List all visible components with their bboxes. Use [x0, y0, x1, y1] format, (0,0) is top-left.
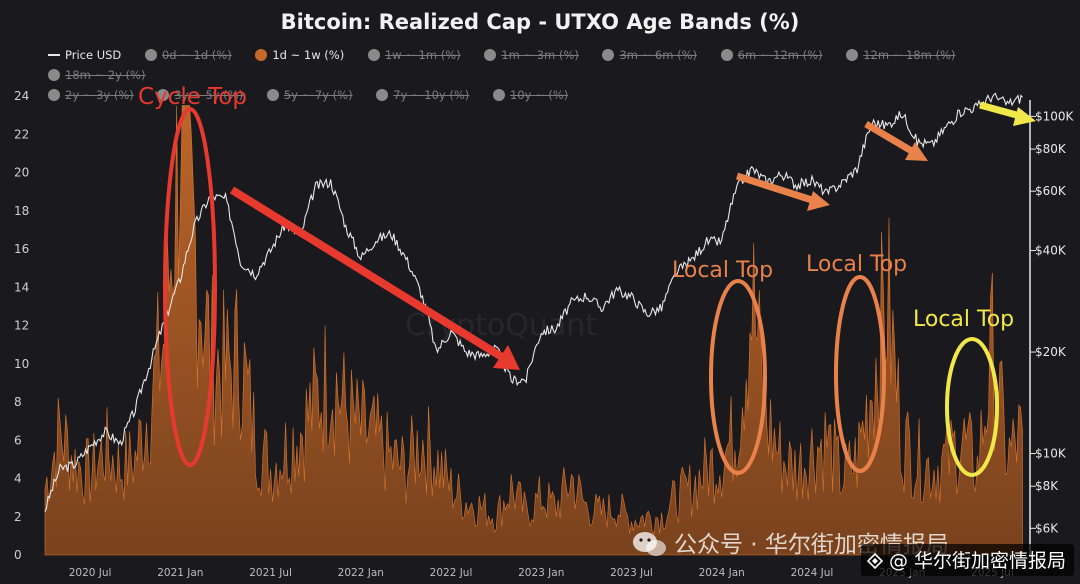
chart-legend: Price USD 0d ~ 1d (%) 1d ~ 1w (%) 1w ~ 1…	[48, 45, 1048, 105]
legend-item-2y-3y[interactable]: 2y ~ 3y (%)	[48, 85, 134, 105]
chart-title: Bitcoin: Realized Cap - UTXO Age Bands (…	[280, 10, 800, 34]
y-tick-label: 14	[14, 280, 29, 294]
dot-swatch-icon	[602, 49, 615, 61]
x-tick-label: 2021 Jan	[157, 567, 203, 579]
x-tick-label: 2023 Jul	[610, 567, 653, 579]
y-tick-label: 10	[14, 357, 29, 371]
local-arrowhead-2	[905, 142, 928, 161]
annotation-local-top-3: Local Top	[913, 307, 1014, 332]
legend-item-1d-1w[interactable]: 1d ~ 1w (%)	[255, 45, 344, 65]
legend-item-12m-18m[interactable]: 12m ~ 18m (%)	[846, 45, 955, 65]
y-tick-label: 8	[14, 395, 22, 409]
x-tick-label: 2020 Jul	[69, 567, 112, 579]
legend-item-6m-12m[interactable]: 6m ~ 12m (%)	[720, 45, 823, 65]
downtrend-arrowhead	[493, 345, 520, 370]
legend-item-1w-1m[interactable]: 1w ~ 1m (%)	[367, 45, 461, 65]
y-tick-label: 24	[14, 89, 29, 103]
local-top-ellipse-1	[709, 279, 767, 475]
legend-label: 18m ~ 2y (%)	[65, 68, 146, 82]
y-tick-label: 18	[14, 204, 29, 218]
right-tick-label: $60K	[1035, 184, 1067, 198]
legend-item-0d-1d[interactable]: 0d ~ 1d (%)	[144, 45, 232, 65]
y-tick-label: 12	[14, 319, 29, 333]
legend-item-1m-3m[interactable]: 1m ~ 3m (%)	[484, 45, 579, 65]
right-tick-label: $8K	[1035, 479, 1059, 493]
x-tick-label: 2024 Jan	[699, 567, 745, 579]
dot-swatch-icon	[376, 89, 389, 101]
dot-swatch-icon	[266, 89, 279, 101]
y-tick-label: 20	[14, 166, 29, 180]
badge-text: @ 华尔街加密情报局	[888, 550, 1066, 572]
legend-item-18m-2y[interactable]: 18m ~ 2y (%)	[48, 65, 145, 85]
annotation-local-top-1: Local Top	[672, 258, 773, 283]
right-tick-label: $10K	[1035, 447, 1067, 461]
legend-label: 0d ~ 1d (%)	[161, 48, 232, 62]
dot-swatch-icon	[48, 69, 60, 81]
y-tick-label: 6	[14, 433, 22, 447]
trend-arrowhead-yellow	[1013, 107, 1036, 126]
legend-label: 12m ~ 18m (%)	[863, 48, 956, 62]
legend-label: 1w ~ 1m (%)	[384, 48, 461, 62]
dot-swatch-icon	[720, 49, 733, 61]
dot-swatch-icon	[367, 49, 380, 61]
right-tick-label: $80K	[1035, 142, 1067, 156]
x-tick-label: 2022 Jul	[430, 567, 473, 579]
y-tick-label: 22	[14, 127, 29, 141]
dot-swatch-icon	[492, 89, 505, 101]
legend-label: 1d ~ 1w (%)	[272, 48, 345, 62]
cycle-top-ellipse	[163, 107, 217, 467]
legend-item-7y-10y[interactable]: 7y ~ 10y (%)	[376, 85, 469, 105]
trend-arrow-yellow	[979, 101, 1021, 120]
x-tick-label: 2024 Jul	[791, 567, 834, 579]
downtrend-arrow	[229, 186, 513, 366]
series-area-1d-1w	[44, 105, 1023, 556]
dot-swatch-icon	[255, 49, 268, 61]
dot-swatch-icon	[157, 89, 170, 101]
local-arrowhead-1	[807, 191, 830, 211]
legend-label: Price USD	[65, 48, 122, 62]
legend-item-5y-7y[interactable]: 5y ~ 7y (%)	[266, 85, 353, 105]
dot-swatch-icon	[48, 89, 60, 101]
dot-swatch-icon	[484, 49, 497, 61]
legend-label: 3m ~ 6m (%)	[619, 48, 698, 62]
line-swatch-icon	[48, 54, 60, 56]
right-tick-label: $6K	[1035, 521, 1059, 535]
dot-swatch-icon	[144, 49, 157, 61]
annotation-cycle-top: Cycle Top	[138, 84, 247, 110]
diamond-logo-icon	[866, 553, 883, 569]
local-arrow-1	[735, 172, 817, 205]
right-tick-label: $40K	[1035, 244, 1067, 258]
y-tick-label: 2	[14, 510, 22, 524]
legend-item-price[interactable]: Price USD	[48, 45, 121, 65]
local-arrow-2	[864, 120, 917, 157]
legend-item-3y-5y[interactable]: 3y ~ 5y (%)	[157, 85, 243, 105]
right-tick-label: $100K	[1035, 109, 1075, 123]
y-tick-label: 16	[14, 242, 29, 256]
legend-item-3m-6m[interactable]: 3m ~ 6m (%)	[602, 45, 697, 65]
y-tick-label: 4	[14, 472, 22, 486]
legend-item-10y-plus[interactable]: 10y ~ (%)	[492, 85, 569, 105]
annotation-local-top-2: Local Top	[806, 252, 907, 277]
source-badge: @ 华尔街加密情报局	[860, 544, 1074, 576]
legend-label: 1m ~ 3m (%)	[501, 48, 579, 62]
y-tick-label: 0	[14, 548, 22, 562]
series-line-price	[44, 92, 1023, 512]
x-tick-label: 2023 Jan	[518, 567, 564, 579]
x-tick-label: 2021 Jul	[249, 567, 292, 579]
dot-swatch-icon	[846, 49, 859, 61]
legend-label: 6m ~ 12m (%)	[737, 48, 823, 62]
wechat-logo-icon	[633, 532, 666, 556]
legend-label: 5y ~ 7y (%)	[283, 88, 353, 102]
legend-label: 2y ~ 3y (%)	[65, 88, 134, 102]
x-tick-label: 2022 Jan	[338, 567, 384, 579]
right-tick-label: $20K	[1035, 345, 1067, 359]
local-top-ellipse-2	[834, 275, 886, 473]
legend-label: 10y ~ (%)	[509, 88, 569, 102]
local-top-ellipse-3	[945, 337, 999, 477]
legend-label: 7y ~ 10y (%)	[393, 88, 470, 102]
legend-label: 3y ~ 5y (%)	[174, 88, 244, 102]
